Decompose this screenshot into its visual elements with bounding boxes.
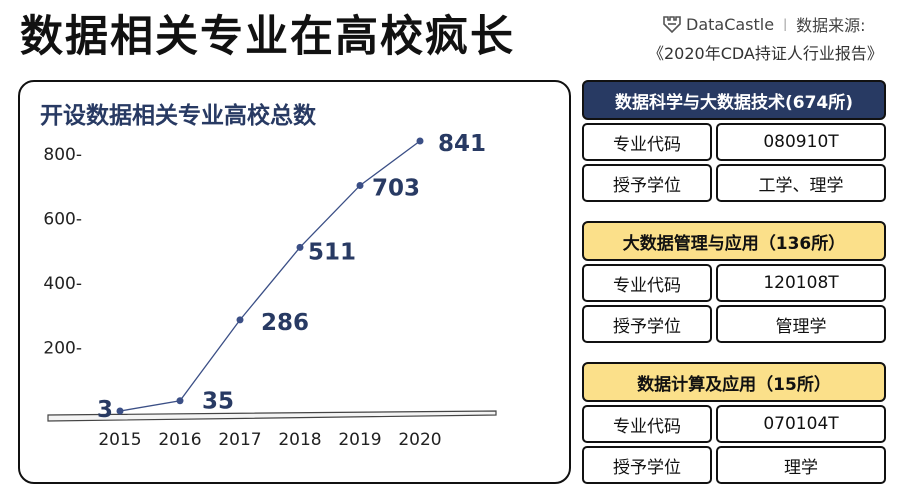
data-point (416, 137, 424, 145)
major-title: 数据计算及应用（15所） (582, 362, 886, 402)
x-tick-label: 2018 (278, 430, 321, 450)
y-tick-label: 200- (43, 339, 82, 359)
degree-label: 授予学位 (582, 305, 712, 343)
castle-logo-icon (663, 16, 681, 34)
data-label: 35 (202, 389, 234, 415)
y-tick-label: 400- (43, 274, 82, 294)
data-point (356, 181, 364, 189)
brand-bar: DataCastle | 数据来源: (662, 12, 866, 36)
series-line (119, 140, 421, 412)
source-label: 数据来源: (796, 16, 866, 35)
data-label: 703 (372, 175, 420, 201)
major-title: 数据科学与大数据技术(674所) (582, 80, 886, 120)
major-code-value: 080910T (716, 123, 886, 161)
x-tick-label: 2017 (218, 430, 261, 450)
major-code-label: 专业代码 (582, 405, 712, 443)
x-tick-label: 2016 (158, 430, 201, 450)
line-chart: 200- 400- 600- 800- 2015 2016 2017 2018 2019 2020… (43, 131, 497, 450)
major-code-value: 120108T (716, 264, 886, 302)
x-tick-label: 2020 (398, 430, 441, 450)
major-code-label: 专业代码 (582, 123, 712, 161)
degree-value: 管理学 (716, 305, 886, 343)
page-title: 数据相关专业在高校疯长 (20, 12, 515, 62)
data-point (296, 243, 304, 251)
data-label: 286 (261, 310, 309, 336)
data-point (116, 407, 124, 415)
data-point (176, 397, 184, 405)
data-point (236, 316, 244, 324)
source-text: 《2020年CDA持证人行业报告》 (648, 44, 883, 63)
major-code-value: 070104T (716, 405, 886, 443)
chart-card: 开设数据相关专业高校总数 200- 400- 600- 800- 2015 2016 201… (18, 80, 571, 484)
chart-title: 开设数据相关专业高校总数 (40, 103, 316, 129)
degree-label: 授予学位 (582, 446, 712, 484)
data-label: 841 (438, 131, 486, 157)
data-label: 511 (308, 239, 356, 265)
degree-value: 工学、理学 (716, 164, 886, 202)
brand-name: DataCastle (686, 14, 775, 34)
y-tick-label: 800- (43, 145, 82, 165)
y-tick-label: 600- (43, 210, 82, 230)
brand-separator: | (783, 17, 788, 31)
x-axis-baseline (47, 410, 497, 422)
data-label: 3 (97, 397, 113, 423)
degree-value: 理学 (716, 446, 886, 484)
major-title: 大数据管理与应用（136所） (582, 221, 886, 261)
degree-label: 授予学位 (582, 164, 712, 202)
x-tick-label: 2019 (338, 430, 381, 450)
x-tick-label: 2015 (98, 430, 141, 450)
major-code-label: 专业代码 (582, 264, 712, 302)
